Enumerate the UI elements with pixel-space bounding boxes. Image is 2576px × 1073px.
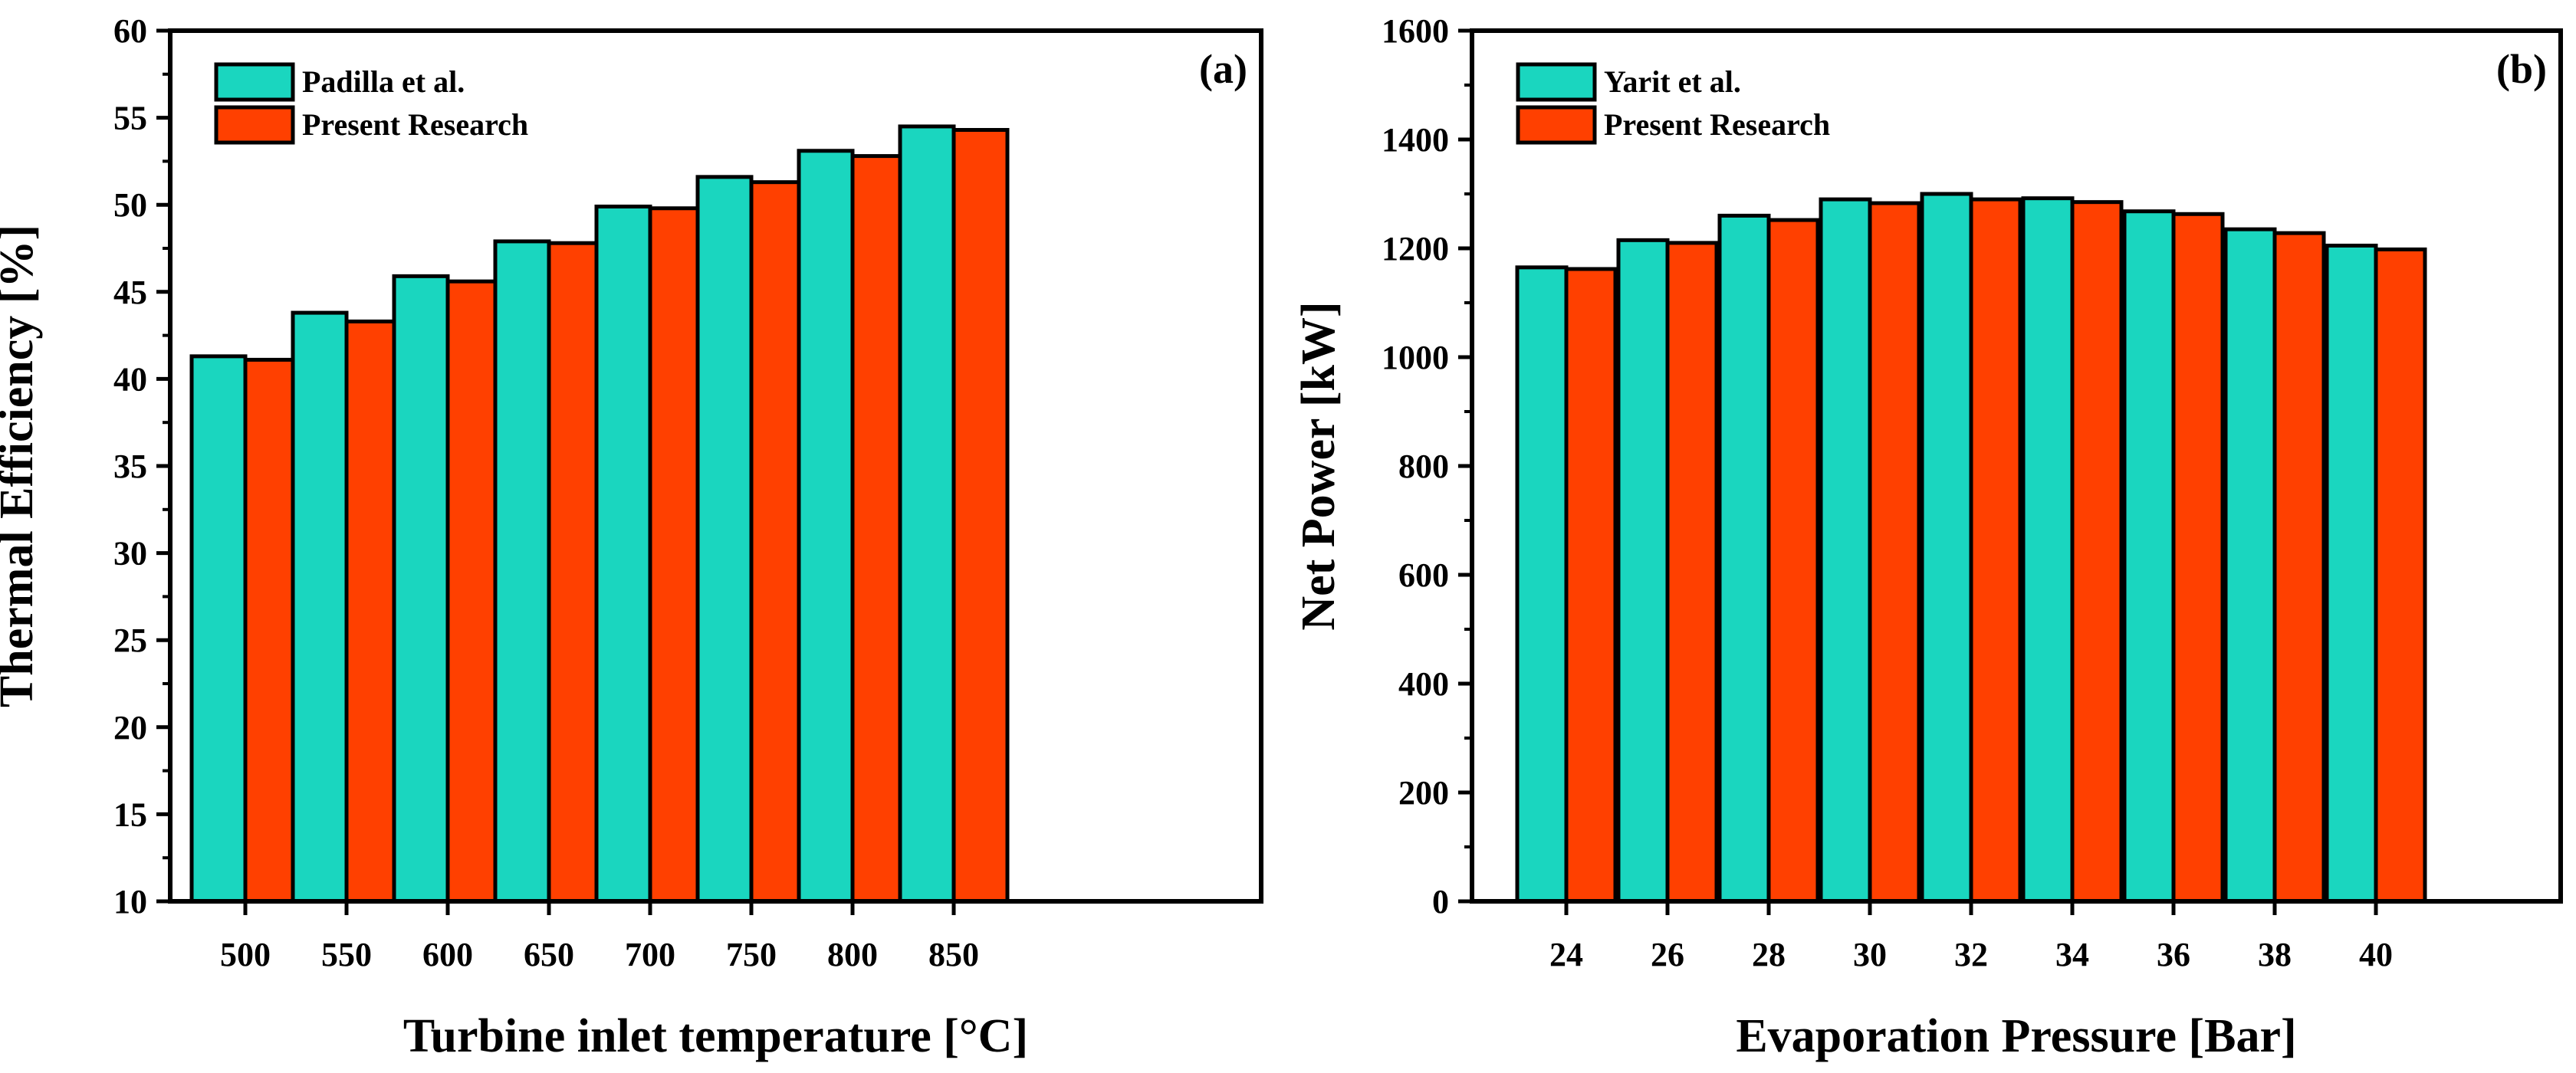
bar-1-600 — [392, 274, 450, 904]
chart-a-x-axis-title: Turbine inlet temperature [°C] — [403, 1010, 1028, 1062]
chart-a: 500 550 600 650 700 750 800 850 10 15 20 25 30 35 40 45… — [0, 12, 1263, 1062]
y-tick-label: 0 — [1432, 883, 1449, 920]
bar-2-34 — [2070, 200, 2124, 904]
x-tick-label: 28 — [1752, 936, 1786, 973]
y-tick-label: 20 — [113, 709, 147, 747]
chart-a-bars — [189, 124, 1010, 904]
chart-a-legend: Padilla et al. Present Research — [214, 62, 528, 145]
chart-a-legend-label-1: Padilla et al. — [302, 64, 465, 99]
chart-b-legend-swatch-2 — [1516, 105, 1597, 145]
x-tick-label: 600 — [422, 936, 473, 973]
x-tick-label: 36 — [2157, 936, 2190, 973]
chart-b-x-axis-title: Evaporation Pressure [Bar] — [1736, 1010, 2296, 1062]
y-tick-label: 1400 — [1382, 121, 1449, 159]
bar-2-24 — [1564, 267, 1618, 904]
bar-1-30 — [1819, 197, 1872, 904]
bar-1-850 — [898, 124, 956, 904]
bar-1-650 — [493, 239, 551, 904]
chart-a-panel-label: (a) — [1199, 46, 1247, 92]
y-tick-label: 800 — [1398, 448, 1449, 485]
x-tick-label: 700 — [625, 936, 675, 973]
bar-1-550 — [291, 310, 349, 904]
y-tick-label: 50 — [113, 186, 147, 224]
chart-b-legend-label-1: Yarit et al. — [1604, 64, 1741, 99]
x-tick-label: 850 — [928, 936, 979, 973]
bar-1-36 — [2122, 209, 2176, 904]
y-tick-label: 60 — [113, 12, 147, 50]
bar-1-24 — [1515, 265, 1569, 904]
y-tick-label: 200 — [1398, 774, 1449, 812]
bar-2-40 — [2374, 247, 2427, 904]
y-tick-label: 10 — [113, 883, 147, 920]
y-tick-label: 55 — [113, 100, 147, 137]
x-tick-label: 32 — [1954, 936, 1988, 973]
bar-1-32 — [1920, 192, 1973, 904]
x-tick-label: 750 — [726, 936, 777, 973]
chart-b-legend-swatch-1 — [1516, 62, 1597, 102]
y-tick-label: 15 — [113, 796, 147, 833]
x-tick-label: 800 — [827, 936, 878, 973]
bar-1-500 — [189, 354, 248, 904]
bar-2-38 — [2272, 231, 2326, 904]
chart-b-ticks: 24 26 28 30 32 34 36 38 400200400600800100012001… — [1382, 12, 2393, 973]
bar-1-40 — [2325, 243, 2378, 904]
bar-1-700 — [594, 204, 652, 904]
bar-1-800 — [797, 149, 855, 904]
chart-b-legend-label-2: Present Research — [1604, 107, 1830, 142]
bar-2-30 — [1868, 201, 1921, 904]
bar-1-28 — [1717, 213, 1771, 904]
y-tick-label: 35 — [113, 448, 147, 485]
chart-b-panel-label: (b) — [2496, 46, 2547, 92]
y-tick-label: 1000 — [1382, 339, 1449, 376]
bar-2-850 — [951, 128, 1010, 904]
y-tick-label: 45 — [113, 274, 147, 311]
x-tick-label: 40 — [2359, 936, 2393, 973]
chart-b: 24 26 28 30 32 34 36 38 400200400600800100012001… — [1293, 12, 2563, 1062]
bar-2-36 — [2171, 212, 2225, 904]
chart-b-y-axis-title: Net Power [kW] — [1293, 301, 1345, 630]
x-tick-label: 650 — [524, 936, 574, 973]
x-tick-label: 24 — [1549, 936, 1583, 973]
chart-b-bars — [1515, 192, 2427, 904]
y-tick-label: 40 — [113, 360, 147, 398]
y-tick-label: 400 — [1398, 665, 1449, 703]
x-tick-label: 26 — [1651, 936, 1684, 973]
y-tick-label: 600 — [1398, 556, 1449, 594]
y-tick-label: 1600 — [1382, 12, 1449, 50]
y-tick-label: 30 — [113, 535, 147, 573]
bar-1-26 — [1616, 238, 1670, 904]
chart-a-y-axis-title: Thermal Efficiency [%] — [0, 225, 43, 707]
x-tick-label: 30 — [1853, 936, 1887, 973]
bar-1-38 — [2223, 227, 2277, 904]
chart-b-legend: Yarit et al. Present Research — [1516, 62, 1830, 145]
x-tick-label: 38 — [2258, 936, 2292, 973]
chart-a-legend-label-2: Present Research — [302, 107, 528, 142]
bar-2-32 — [1969, 197, 2022, 904]
y-tick-label: 1200 — [1382, 230, 1449, 267]
chart-a-legend-swatch-2 — [214, 105, 295, 145]
chart-a-legend-swatch-1 — [214, 62, 295, 102]
chart-a-ticks: 500 550 600 650 700 750 800 850 10 15 20 25 30 35 40 45… — [113, 12, 979, 973]
bar-1-750 — [695, 175, 754, 904]
y-tick-label: 25 — [113, 622, 147, 659]
x-tick-label: 550 — [321, 936, 372, 973]
x-tick-label: 34 — [2055, 936, 2089, 973]
bar-2-28 — [1766, 218, 1820, 904]
bar-2-750 — [749, 180, 807, 904]
x-tick-label: 500 — [220, 936, 271, 973]
bar-1-34 — [2021, 196, 2075, 904]
bar-2-26 — [1665, 241, 1719, 904]
